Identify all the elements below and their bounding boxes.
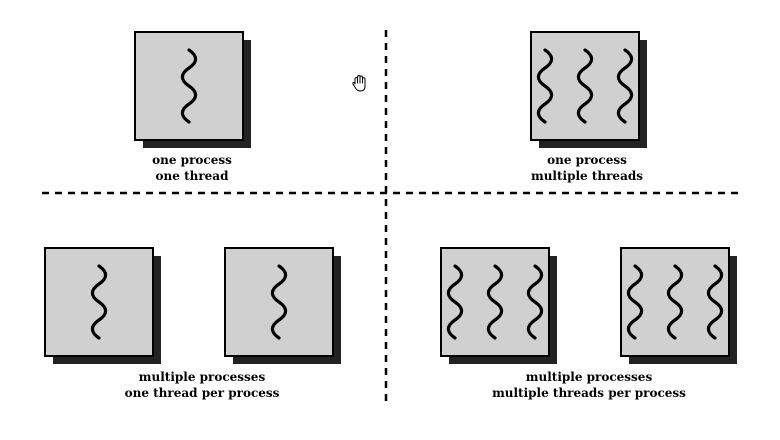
caption-one-process-one-thread: one process one thread (62, 152, 322, 184)
wavy-thread-icon (486, 264, 504, 340)
wavy-thread-icon (536, 48, 554, 124)
wavy-thread-icon (270, 264, 288, 340)
process-box (134, 31, 251, 148)
wavy-thread-icon (616, 48, 634, 124)
caption-line-1: multiple processes (525, 370, 653, 384)
quadrant-dividers (42, 30, 738, 405)
wavy-thread-icon (446, 264, 464, 340)
process-boxes (44, 31, 737, 364)
wavy-thread-icon (626, 264, 644, 340)
hand-cursor-icon (352, 75, 366, 92)
caption-multiple-processes-multiple-threads: multiple processes multiple threads per … (459, 369, 719, 401)
wavy-thread-icon (576, 48, 594, 124)
wavy-thread-icon (90, 264, 108, 340)
process-box (224, 247, 341, 364)
process-box (44, 247, 161, 364)
wavy-thread-icon (706, 264, 724, 340)
caption-line-2: one thread (155, 169, 229, 183)
caption-multiple-processes-one-thread: multiple processes one thread per proces… (72, 369, 332, 401)
wavy-thread-icon (666, 264, 684, 340)
process-box (620, 247, 737, 364)
wavy-thread-icon (180, 48, 198, 124)
caption-line-1: one process (547, 153, 627, 167)
caption-line-2: multiple threads per process (492, 386, 686, 400)
caption-line-1: multiple processes (138, 370, 266, 384)
caption-line-2: multiple threads (531, 169, 643, 183)
process-box (440, 247, 557, 364)
process-box (530, 31, 647, 148)
caption-line-2: one thread per process (124, 386, 280, 400)
wavy-thread-icon (526, 264, 544, 340)
caption-one-process-multiple-threads: one process multiple threads (457, 152, 717, 184)
caption-line-1: one process (152, 153, 232, 167)
